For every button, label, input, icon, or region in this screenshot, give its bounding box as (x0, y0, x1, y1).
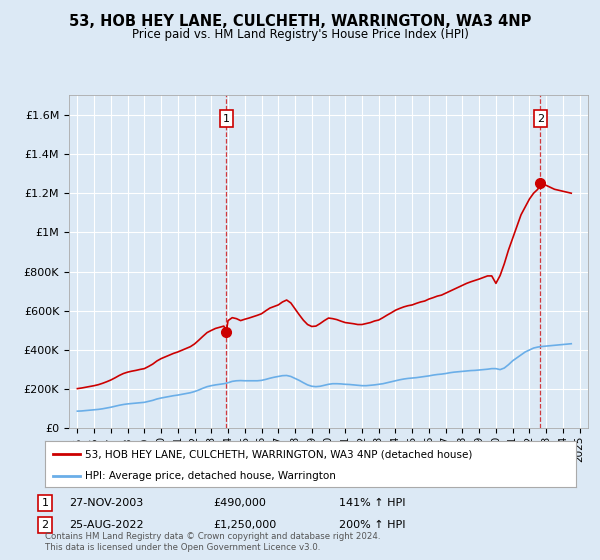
Text: 27-NOV-2003: 27-NOV-2003 (69, 498, 143, 508)
Text: 141% ↑ HPI: 141% ↑ HPI (339, 498, 406, 508)
Text: 1: 1 (223, 114, 230, 124)
Text: Contains HM Land Registry data © Crown copyright and database right 2024.: Contains HM Land Registry data © Crown c… (45, 532, 380, 541)
Text: 53, HOB HEY LANE, CULCHETH, WARRINGTON, WA3 4NP (detached house): 53, HOB HEY LANE, CULCHETH, WARRINGTON, … (85, 449, 472, 459)
Text: Price paid vs. HM Land Registry's House Price Index (HPI): Price paid vs. HM Land Registry's House … (131, 28, 469, 41)
Text: 200% ↑ HPI: 200% ↑ HPI (339, 520, 406, 530)
Text: 2: 2 (41, 520, 49, 530)
Text: 25-AUG-2022: 25-AUG-2022 (69, 520, 143, 530)
Text: £490,000: £490,000 (213, 498, 266, 508)
Text: 1: 1 (41, 498, 49, 508)
Text: 53, HOB HEY LANE, CULCHETH, WARRINGTON, WA3 4NP: 53, HOB HEY LANE, CULCHETH, WARRINGTON, … (69, 14, 531, 29)
Text: HPI: Average price, detached house, Warrington: HPI: Average price, detached house, Warr… (85, 471, 336, 480)
Text: 2: 2 (537, 114, 544, 124)
Text: £1,250,000: £1,250,000 (213, 520, 276, 530)
Text: This data is licensed under the Open Government Licence v3.0.: This data is licensed under the Open Gov… (45, 543, 320, 552)
